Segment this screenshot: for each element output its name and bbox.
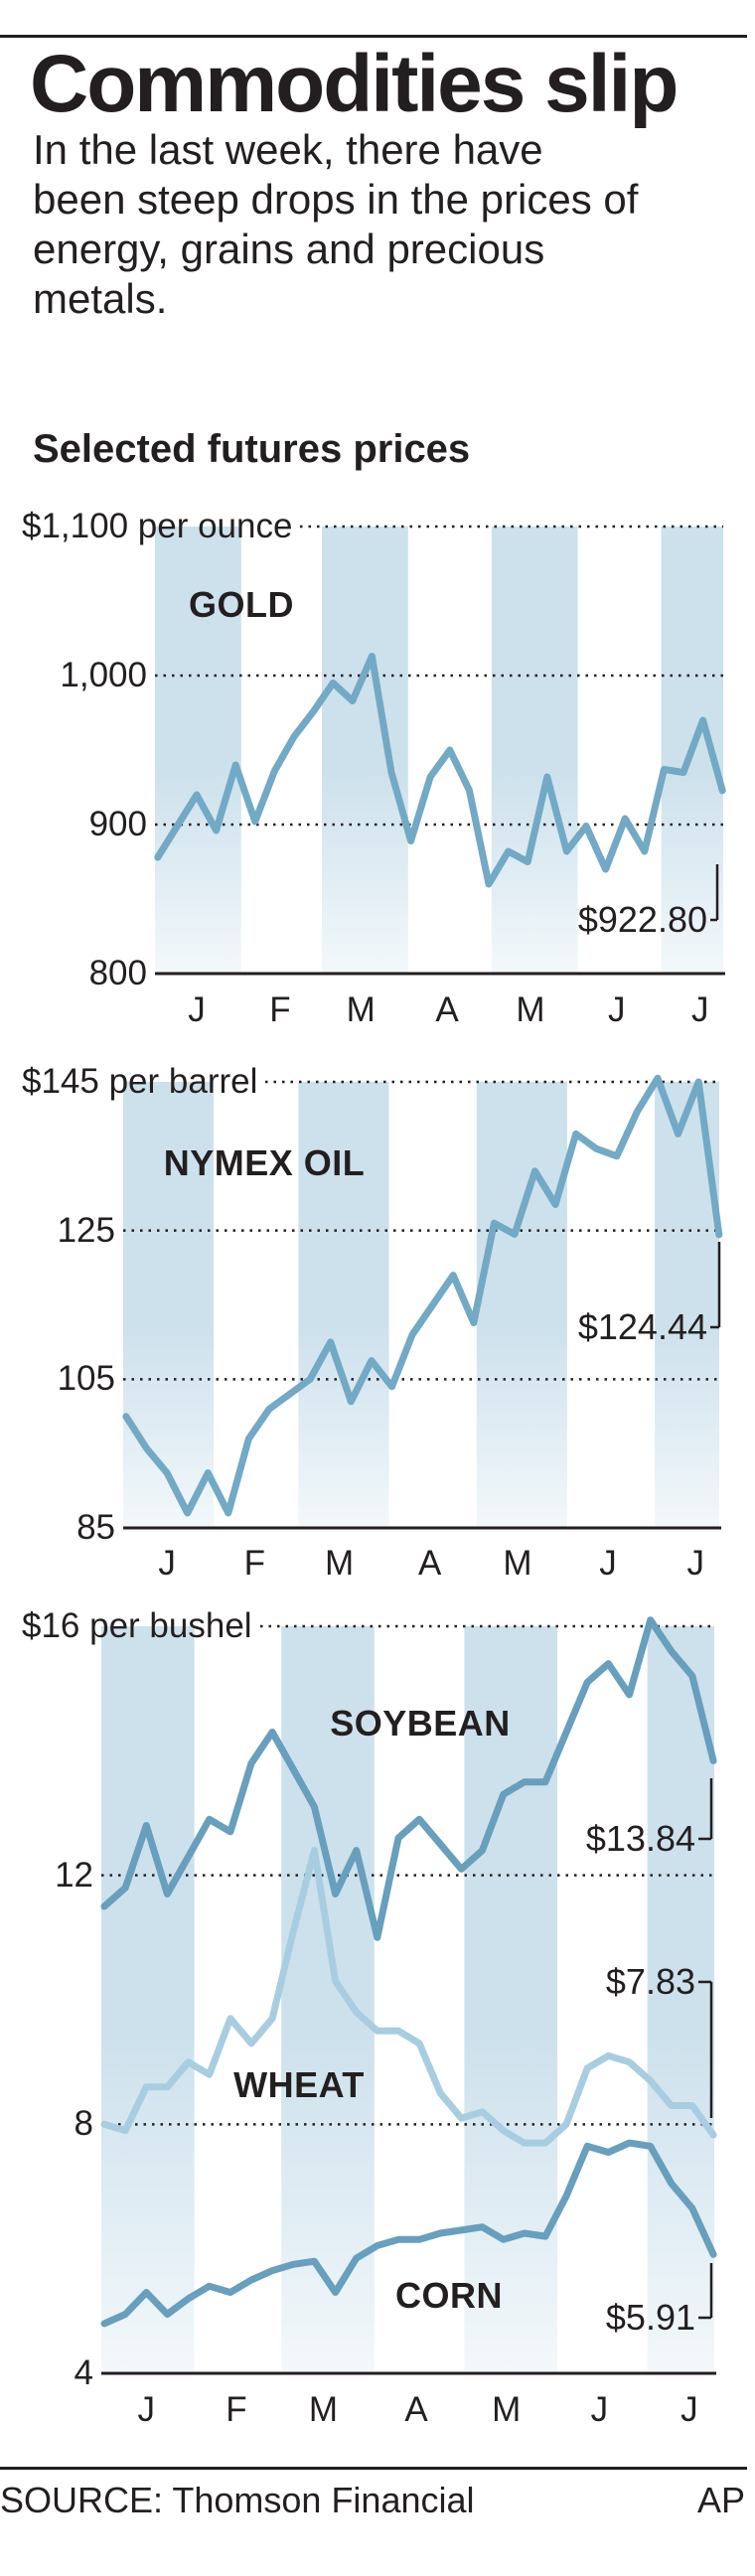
month-band: [155, 527, 241, 974]
x-tick-label: J: [691, 990, 709, 1029]
y-tick-label: $145 per barrel: [22, 1062, 258, 1101]
page-title: Commodities slip: [30, 39, 679, 129]
series-line-corn: [100, 2139, 717, 2328]
y-tick-label: $16 per bushel: [22, 1606, 252, 1645]
x-tick-label: M: [346, 990, 376, 1029]
end-value-label: $5.91: [605, 2297, 695, 2338]
x-tick-label: J: [686, 1544, 704, 1583]
series-label: NYMEX OIL: [163, 1142, 366, 1183]
month-band: [123, 1082, 215, 1528]
callout-bracket: [710, 1242, 721, 1329]
end-value-label: $922.80: [577, 899, 707, 940]
top-rule: [0, 35, 747, 38]
subtitle-line: metals.: [33, 275, 168, 322]
x-tick-label: J: [590, 2390, 609, 2429]
series-line-soybean: [100, 1616, 717, 1941]
series-line-gold: [154, 653, 726, 888]
end-value-label: $7.83: [605, 1961, 695, 2002]
subtitle-line: In the last week, there have: [33, 126, 543, 173]
end-value-label: $124.44: [577, 1306, 707, 1347]
footer-rule: [0, 2467, 747, 2470]
x-tick-label: A: [435, 990, 459, 1029]
y-tick-label: 105: [57, 1359, 115, 1399]
y-tick-label: 800: [88, 954, 147, 992]
month-band: [101, 1626, 195, 2373]
subtitle-line: been steep drops in the prices of: [33, 176, 639, 223]
section-heading: Selected futures prices: [33, 427, 471, 471]
series-line-nymex-oil: [122, 1074, 723, 1517]
y-tick-label: 4: [74, 2353, 93, 2392]
y-tick-label: 8: [74, 2104, 93, 2144]
series-label: WHEAT: [233, 2064, 365, 2105]
x-tick-label: J: [188, 990, 206, 1029]
x-tick-label: F: [269, 990, 291, 1029]
x-tick-label: J: [599, 1544, 617, 1583]
month-band: [281, 1626, 375, 2373]
x-tick-label: M: [324, 1544, 355, 1583]
y-tick-label: 900: [88, 805, 147, 843]
agency-credit: AP: [696, 2480, 745, 2520]
x-tick-label: A: [418, 1544, 442, 1583]
callout-bracket: [710, 864, 719, 922]
month-band: [298, 1082, 389, 1528]
series-label: CORN: [395, 2275, 503, 2316]
x-tick-label: A: [404, 2390, 428, 2429]
x-tick-label: M: [308, 2390, 339, 2429]
y-tick-label: 1,000: [60, 656, 147, 694]
callout-bracket: [698, 1778, 713, 1841]
month-band: [464, 1626, 558, 2373]
x-tick-label: J: [680, 2390, 698, 2429]
month-band: [322, 527, 408, 974]
month-band: [491, 527, 578, 974]
series-label: GOLD: [189, 584, 294, 625]
y-tick-label: 85: [76, 1508, 115, 1547]
y-tick-label: 12: [55, 1855, 93, 1894]
x-tick-label: F: [226, 2390, 247, 2429]
x-tick-label: M: [503, 1544, 532, 1583]
y-tick-label: $1,100 per ounce: [22, 507, 293, 545]
y-tick-label: 125: [57, 1210, 115, 1250]
x-tick-label: J: [137, 2390, 156, 2429]
callout-bracket: [698, 1980, 713, 2118]
month-band: [476, 1082, 567, 1528]
series-line-wheat: [100, 1847, 717, 2147]
x-tick-label: M: [492, 2390, 522, 2429]
source-credit: SOURCE: Thomson Financial: [0, 2480, 475, 2520]
x-tick-label: F: [243, 1544, 265, 1583]
month-band: [647, 1626, 714, 2373]
callout-bracket: [698, 2263, 713, 2320]
end-value-label: $13.84: [585, 1818, 695, 1859]
x-tick-label: J: [608, 990, 626, 1029]
series-label: SOYBEAN: [330, 1703, 511, 1743]
subtitle-line: energy, grains and precious: [33, 226, 545, 272]
x-tick-label: M: [516, 990, 545, 1029]
x-tick-label: J: [158, 1544, 176, 1583]
